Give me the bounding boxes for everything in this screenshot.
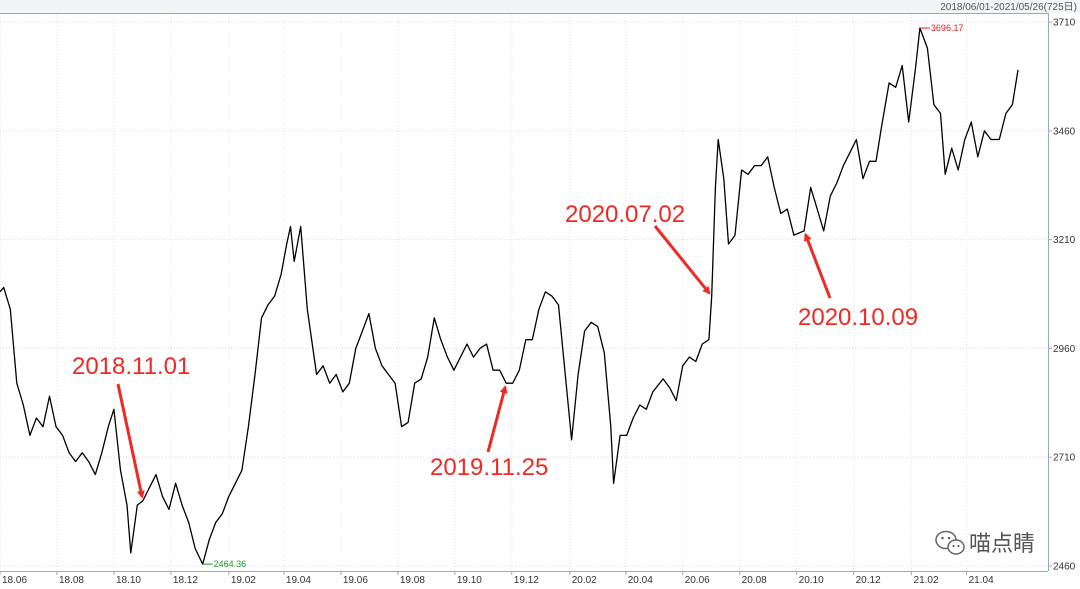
x-tick-label: 21.02 [914,575,939,586]
x-tick-label: 19.10 [457,575,482,586]
y-tick-label: 2960 [1053,344,1076,355]
wechat-icon [935,530,965,555]
annotation-label: 2018.11.01 [72,353,190,380]
top-band [0,0,1080,13]
x-tick-label: 20.06 [685,575,710,586]
annotation-label: 2020.10.09 [798,304,918,331]
x-tick-label: 19.12 [514,575,539,586]
x-tick-label: 20.02 [572,575,597,586]
x-axis: 18.06 18.08 18.10 18.12 19.02 19.04 19.06 19.08… [0,571,994,586]
y-tick-label: 3460 [1053,126,1076,137]
y-tick-label: 2710 [1053,453,1076,464]
low-label: 2464.36 [214,559,247,569]
y-tick-label: 2460 [1053,562,1076,573]
x-tick-label: 20.10 [799,575,824,586]
x-tick-label: 19.04 [286,575,311,586]
x-tick-label: 19.08 [400,575,425,586]
x-tick-label: 18.08 [59,575,84,586]
grid [0,14,1048,571]
y-tick-label: 3710 [1053,18,1076,29]
annotation-arrow [486,385,508,453]
series-line [0,27,1019,565]
y-tick-label: 3210 [1053,235,1076,246]
y-axis: 3710 3460 3210 2960 2710 2460 [1048,18,1076,573]
annotation-arrow [804,232,832,299]
high-label: 3696.17 [931,23,964,33]
x-tick-label: 20.04 [628,575,653,586]
x-tick-label: 20.12 [856,575,881,586]
x-tick-label: 19.02 [231,575,256,586]
x-tick-label: 18.12 [173,575,198,586]
x-tick-label: 20.08 [742,575,767,586]
x-tick-label: 18.06 [2,575,27,586]
watermark: 喵点睛 [935,530,1035,557]
annotation-label: 2020.07.02 [565,201,685,228]
extreme-markers: 3696.17 2464.36 [202,23,964,569]
annotation-label: 2019.11.25 [430,454,548,481]
annotations: 2018.11.01 2019.11.25 2020.07.02 2020.10.09 [72,201,918,499]
x-tick-label: 18.10 [116,575,141,586]
annotation-arrow [116,383,145,499]
annotation-arrow [653,225,711,295]
date-range-label: 2018/06/01-2021/05/26(725日) [940,2,1077,13]
x-tick-label: 21.04 [969,575,994,586]
x-tick-label: 19.06 [343,575,368,586]
watermark-text: 喵点睛 [969,532,1035,557]
